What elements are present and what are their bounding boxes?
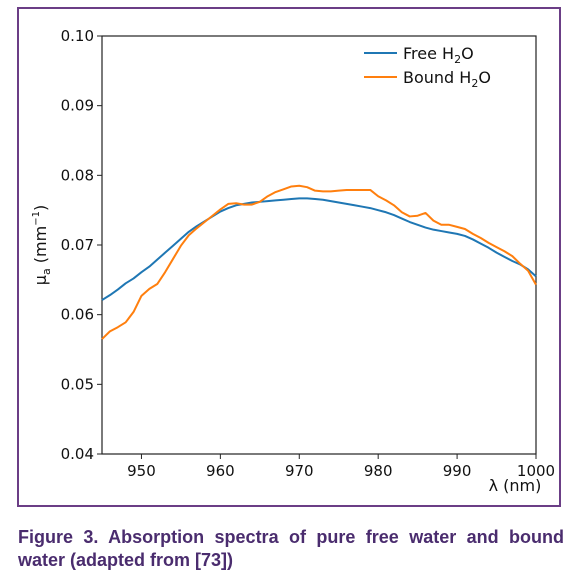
y-axis-title-close: )	[31, 205, 50, 211]
legend-label-free: Free H2O	[403, 44, 474, 66]
series-lines	[101, 184, 537, 340]
y-axis-title-subscript: a	[40, 268, 53, 275]
y-tick-label: 0.07	[61, 236, 94, 254]
figure-caption: Figure 3. Absorption spectra of pure fre…	[18, 527, 564, 570]
y-axis-ticks: 0.04 0.05 0.06 0.07 0.08 0.09 0.10	[61, 27, 102, 463]
figure-frame: 950 960 970 980 990 1000 0.04 0.05 0.06 0.07 0.08…	[17, 7, 561, 507]
line-chart: 950 960 970 980 990 1000 0.04 0.05 0.06 0.07 0.08…	[31, 27, 555, 495]
y-axis-title-symbol: μ	[31, 275, 50, 285]
series-line-bound-h2o	[101, 184, 537, 340]
y-tick-label: 0.10	[61, 27, 94, 45]
x-tick-label: 980	[364, 462, 393, 480]
x-tick-label: 960	[206, 462, 235, 480]
y-tick-label: 0.06	[61, 306, 94, 324]
x-tick-label: 970	[285, 462, 314, 480]
x-tick-label: 990	[443, 462, 472, 480]
y-tick-label: 0.09	[61, 97, 94, 115]
x-axis-ticks: 950 960 970 980 990 1000	[127, 454, 555, 480]
legend-label-bound: Bound H2O	[403, 68, 491, 90]
y-tick-label: 0.08	[61, 166, 94, 184]
series-line-free-h2o	[101, 197, 537, 301]
x-tick-label: 950	[127, 462, 156, 480]
y-tick-label: 0.04	[61, 445, 94, 463]
plot-area	[101, 35, 537, 455]
x-tick-label: 1000	[517, 462, 555, 480]
y-axis-title-unit: (mm	[31, 226, 50, 269]
x-axis-title: λ (nm)	[489, 476, 542, 495]
y-tick-label: 0.05	[61, 375, 94, 393]
legend: Free H2O Bound H2O	[364, 44, 491, 90]
y-axis-title-superscript: −1	[31, 211, 42, 226]
y-axis-title: μa (mm−1)	[31, 205, 53, 285]
